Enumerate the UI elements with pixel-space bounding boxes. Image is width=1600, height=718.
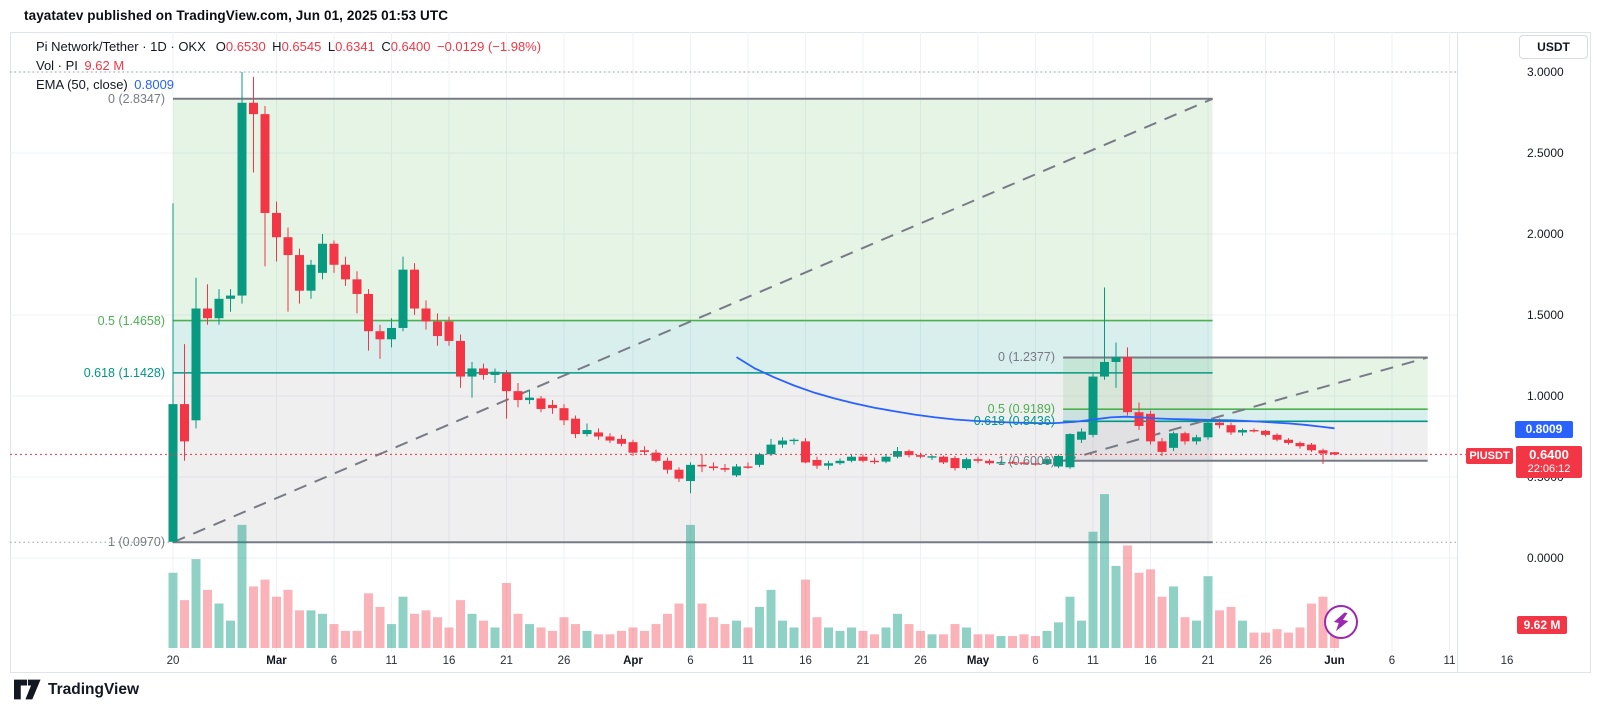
- volume-axis-badge: 9.62 M: [1517, 616, 1567, 634]
- high-value: 0.6545: [281, 39, 322, 54]
- time-tick-label: 11: [742, 655, 754, 667]
- time-tick-label: Jun: [1324, 655, 1345, 667]
- last-price-badge: 0.6400 22:06:12: [1516, 446, 1582, 478]
- time-tick-label: 26: [914, 655, 927, 667]
- time-tick-label: 6: [1388, 655, 1396, 667]
- time-tick-label: May: [966, 655, 990, 667]
- time-tick-label: 6: [330, 655, 338, 667]
- time-tick-label: 11: [1087, 655, 1099, 667]
- time-tick-label: 21: [856, 655, 870, 667]
- price-tick-label: 1.0000: [1527, 389, 1564, 403]
- time-tick-label: 16: [1500, 655, 1514, 667]
- fib-level-label: 1 (0.0970): [108, 535, 165, 550]
- time-tick-label: 26: [1259, 655, 1272, 667]
- time-tick-label: 6: [687, 655, 694, 667]
- fib-level-label: 0.618 (1.1428): [83, 365, 165, 380]
- time-tick-label: 16: [1144, 655, 1157, 667]
- fib-level-label: 0.618 (0.8436): [973, 414, 1055, 429]
- change-value: −0.0129 (−1.98%): [436, 39, 542, 54]
- price-tick-label: 1.5000: [1527, 308, 1564, 322]
- ema-value: 0.8009: [134, 77, 175, 92]
- fib-level-label: 0 (2.8347): [108, 91, 165, 106]
- time-tick-label: 21: [1201, 655, 1215, 667]
- lightning-icon: [1333, 612, 1349, 632]
- published-header: tayatatev published on TradingView.com, …: [24, 8, 449, 23]
- open-label: O: [215, 39, 226, 54]
- bar-countdown: 22:06:12: [1527, 463, 1571, 475]
- last-price-value: 0.6400: [1529, 447, 1569, 462]
- ohlc-readout: O0.6530 H0.6545 L0.6341 C0.6400 −0.0129 …: [216, 39, 541, 54]
- price-tick-label: 2.5000: [1527, 146, 1564, 160]
- tradingview-logo[interactable]: TradingView: [14, 679, 139, 700]
- fib-level-label: 0 (1.2377): [998, 350, 1055, 365]
- ema-label[interactable]: EMA (50, close): [36, 77, 128, 92]
- legend-symbol-row: Pi Network/Tether · 1D · OKX O0.6530 H0.6…: [36, 38, 541, 57]
- fib-level-label: 1 (0.6000): [998, 453, 1055, 468]
- high-label: H: [272, 39, 282, 54]
- legend-ema-row: EMA (50, close) 0.8009: [36, 76, 541, 95]
- time-tick-label: 11: [385, 655, 398, 667]
- close-value: 0.6400: [390, 39, 431, 54]
- time-tick-label: 16: [442, 655, 456, 667]
- close-label: C: [381, 39, 391, 54]
- time-tick-label: 6: [1032, 655, 1039, 667]
- fib-level-label: 0.5 (0.9189): [987, 402, 1055, 417]
- low-value: 0.6341: [335, 39, 375, 54]
- price-tick-label: 2.0000: [1527, 227, 1564, 241]
- time-tick-label: 21: [500, 655, 513, 667]
- volume-value: 9.62 M: [84, 58, 125, 73]
- chart-legend: Pi Network/Tether · 1D · OKX O0.6530 H0.6…: [36, 38, 541, 95]
- symbol-title[interactable]: Pi Network/Tether · 1D · OKX: [36, 39, 206, 54]
- open-value: 0.6530: [225, 39, 266, 54]
- ema-price-badge: 0.8009: [1515, 421, 1573, 438]
- legend-volume-row: Vol · PI 9.62 M: [36, 57, 541, 76]
- boost-button[interactable]: [1324, 605, 1358, 639]
- time-tick-label: Mar: [266, 655, 287, 667]
- time-tick-label: 20: [166, 655, 180, 667]
- volume-label[interactable]: Vol · PI: [36, 58, 78, 73]
- currency-toggle-button[interactable]: USDT: [1519, 35, 1588, 59]
- low-label: L: [327, 39, 336, 54]
- time-tick-label: 26: [557, 655, 571, 667]
- price-tick-label: 3.0000: [1527, 65, 1564, 79]
- time-tick-label: 11: [1443, 655, 1456, 667]
- tradingview-mark-icon: [14, 679, 41, 700]
- symbol-price-flag: PIUSDT: [1466, 448, 1513, 464]
- fib-level-label: 0.5 (1.4658): [97, 313, 165, 328]
- time-tick-label: Apr: [623, 655, 643, 667]
- time-tick-label: 16: [799, 655, 812, 667]
- price-tick-label: 0.0000: [1527, 551, 1564, 565]
- tradingview-wordmark: TradingView: [48, 680, 140, 698]
